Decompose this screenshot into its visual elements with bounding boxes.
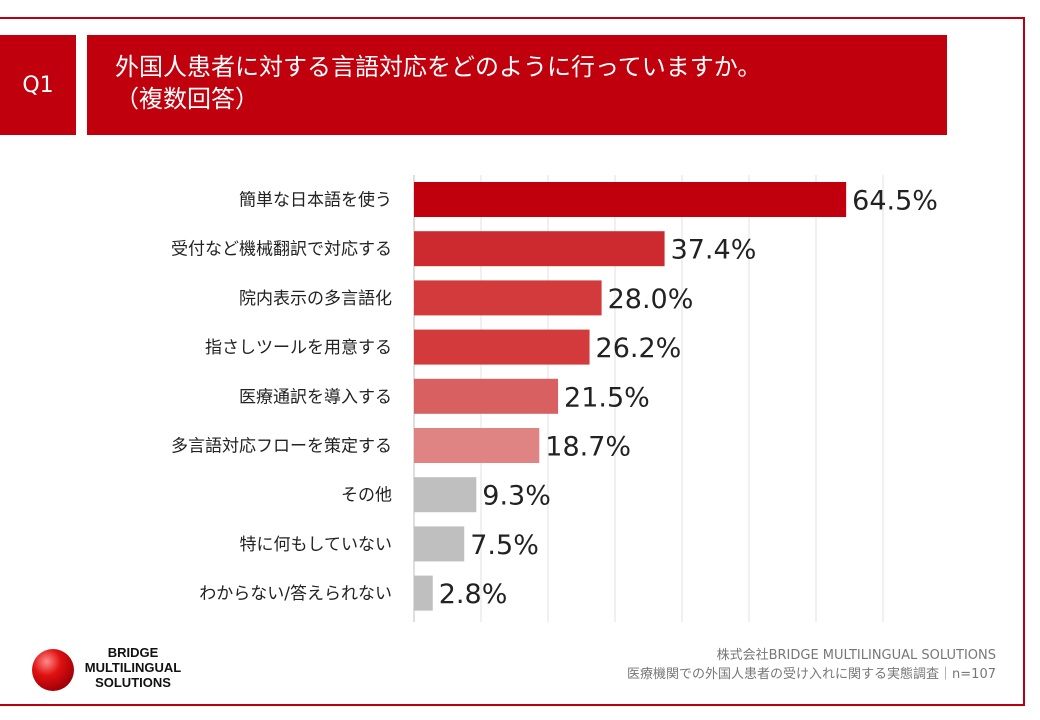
chart-frame: [0, 17, 1025, 706]
category-label: その他: [341, 486, 392, 506]
value-label: 37.4%: [671, 235, 757, 266]
category-labels: 簡単な日本語を使う受付など機械翻訳で対応する院内表示の多言語化指さしツールを用意…: [171, 190, 392, 605]
value-label: 21.5%: [564, 382, 650, 413]
category-label: 特に何もしていない: [240, 535, 393, 555]
bar: [414, 182, 847, 217]
title-bar: 外国人患者に対する言語対応をどのように行っていますか。 （複数回答）: [87, 35, 947, 135]
value-label: 7.5%: [470, 530, 539, 561]
category-label: わからない/答えられない: [199, 584, 392, 604]
category-label: 指さしツールを用意する: [205, 338, 392, 358]
question-title: 外国人患者に対する言語対応をどのように行っていますか。: [115, 53, 762, 81]
bar: [414, 231, 665, 267]
category-label: 受付など機械翻訳で対応する: [171, 240, 392, 260]
value-label: 64.5%: [852, 186, 938, 217]
bar: [414, 428, 540, 463]
bar: [414, 575, 433, 611]
category-label: 簡単な日本語を使う: [239, 190, 392, 211]
value-label: 28.0%: [608, 284, 694, 315]
value-labels: 64.5% 37.4% 28.0% 26.2% 21.5% 18.7% 9.3% 7.5% 2.…: [439, 186, 938, 611]
logo-ball-icon: [32, 649, 74, 691]
footer-credit: 株式会社BRIDGE MULTILINGUAL SOLUTIONS 医療機関での…: [627, 646, 996, 684]
logo-wordmark: BRIDGE MULTILINGUAL SOLUTIONS: [84, 645, 182, 690]
question-subtitle: （複数回答）: [115, 85, 259, 113]
question-badge: Q1: [0, 35, 76, 135]
bar: [414, 477, 477, 513]
category-label: 医療通訳を導入する: [239, 387, 392, 407]
footer-company: 株式会社BRIDGE MULTILINGUAL SOLUTIONS: [716, 648, 996, 663]
bar: [414, 329, 590, 365]
value-label: 9.3%: [482, 481, 551, 512]
company-logo: BRIDGE MULTILINGUAL SOLUTIONS: [32, 645, 202, 695]
bar: [414, 526, 465, 562]
category-label: 院内表示の多言語化: [239, 289, 392, 309]
bar: [414, 280, 602, 316]
value-label: 18.7%: [545, 432, 631, 463]
category-label: 多言語対応フローを策定する: [171, 437, 392, 457]
value-label: 26.2%: [596, 333, 682, 364]
question-number: Q1: [22, 72, 54, 98]
value-label: 2.8%: [439, 579, 508, 610]
footer-survey: 医療機関での外国人患者の受け入れに関する実態調査｜n=107: [627, 667, 996, 682]
bars: [414, 182, 847, 611]
bar: [414, 378, 559, 414]
